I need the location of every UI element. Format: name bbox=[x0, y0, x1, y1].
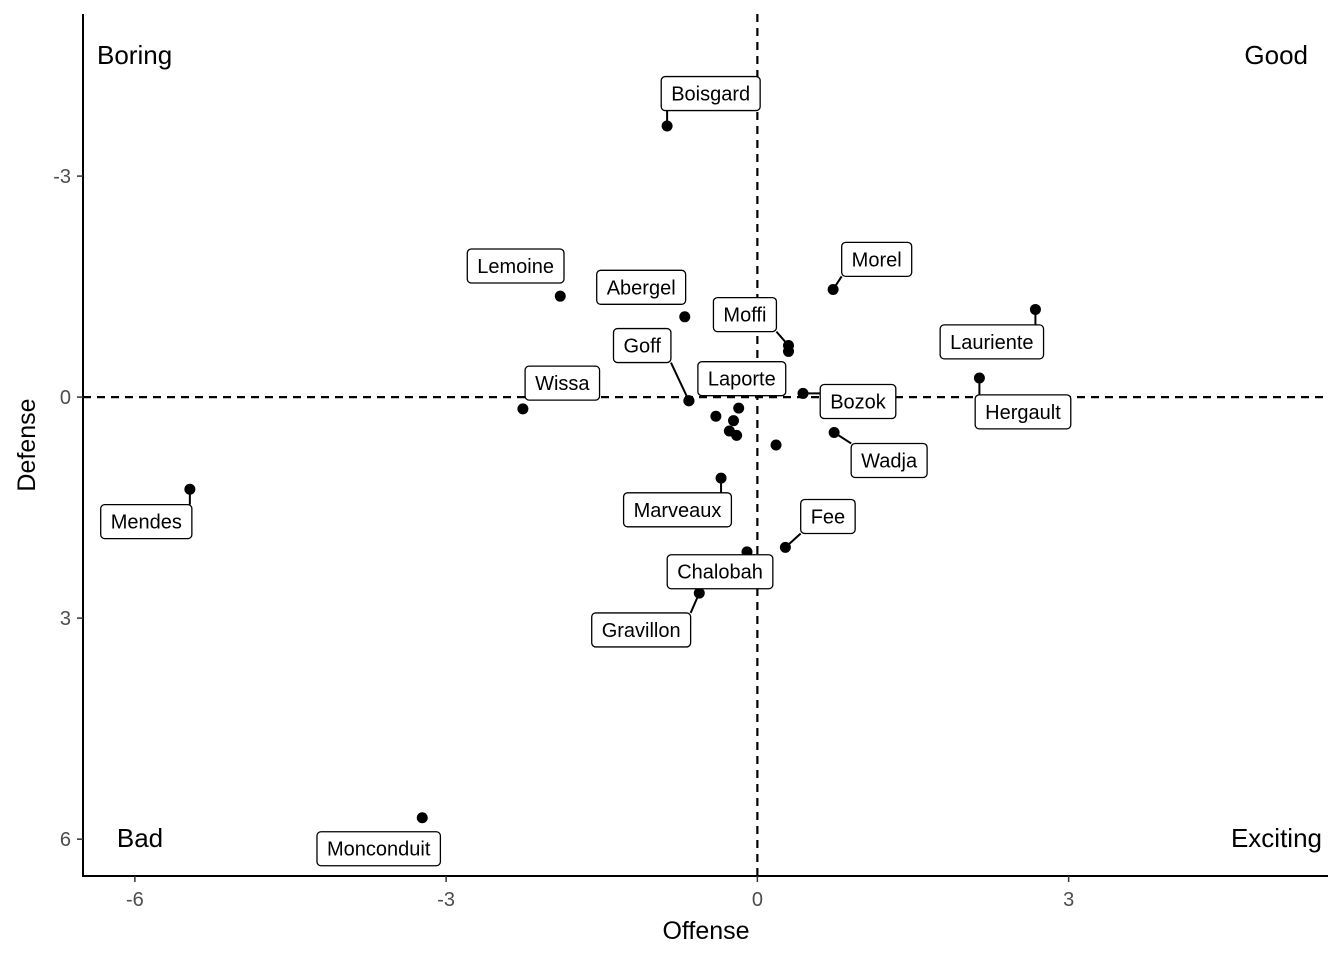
point-label-text: Laporte bbox=[708, 369, 776, 391]
data-point bbox=[693, 587, 705, 599]
x-tick-label: 0 bbox=[752, 889, 763, 911]
data-point bbox=[783, 345, 794, 357]
point-label: Wissa bbox=[524, 365, 601, 401]
point-label-text: Fee bbox=[811, 506, 845, 528]
point-label: Moffi bbox=[712, 296, 778, 333]
point-label-text: Bozok bbox=[830, 392, 887, 414]
point-label-box bbox=[850, 442, 928, 479]
point-label: Goff bbox=[612, 327, 672, 364]
point-label-box bbox=[100, 503, 193, 540]
point-label: Lauriente bbox=[939, 324, 1045, 360]
x-tick-label: 3 bbox=[1063, 889, 1074, 911]
x-tick-label: -3 bbox=[437, 889, 455, 911]
data-point bbox=[797, 387, 809, 399]
point-label-text: Gravillon bbox=[602, 620, 681, 642]
point-label-box bbox=[524, 365, 601, 401]
point-labels: Boisgard Lemoine Abergel Moffi Morel Goff Lapo… bbox=[100, 75, 1072, 867]
point-label-box bbox=[939, 324, 1045, 360]
point-label-text: Mendes bbox=[111, 512, 182, 534]
corner-label-top-right: Good bbox=[1244, 40, 1308, 70]
point-label-box bbox=[622, 492, 733, 528]
data-point bbox=[770, 439, 782, 451]
data-point bbox=[728, 415, 740, 427]
data-point bbox=[661, 120, 673, 132]
point-label: Gravillon bbox=[591, 612, 692, 648]
point-label: Morel bbox=[841, 241, 913, 277]
point-label-box bbox=[697, 361, 787, 397]
data-point bbox=[554, 290, 566, 302]
point-label: Bozok bbox=[819, 383, 897, 420]
point-label-text: Boisgard bbox=[671, 84, 750, 106]
point-label-box bbox=[591, 612, 692, 648]
point-label-text: Moffi bbox=[723, 305, 766, 327]
data-point bbox=[779, 541, 791, 553]
x-axis-title: Offense bbox=[662, 917, 749, 945]
point-label-box bbox=[596, 269, 687, 305]
point-label: Monconduit bbox=[316, 831, 442, 867]
point-label: Marveaux bbox=[622, 492, 733, 528]
point-label-box bbox=[974, 394, 1072, 430]
point-label: Fee bbox=[800, 498, 856, 535]
point-label-text: Wadja bbox=[861, 450, 918, 472]
point-label-text: Lemoine bbox=[477, 256, 554, 278]
axes: -6 -3 0 3 -3 0 3 6 bbox=[53, 14, 1328, 911]
data-point bbox=[683, 395, 695, 407]
data-point bbox=[1029, 303, 1041, 315]
x-tick-label: -6 bbox=[126, 889, 144, 911]
data-point bbox=[733, 402, 745, 414]
y-axis-title: Defense bbox=[13, 398, 41, 491]
corner-label-top-left: Boring bbox=[97, 40, 172, 70]
point-label-box bbox=[316, 831, 442, 867]
y-tick-label: 0 bbox=[60, 387, 71, 409]
point-label-text: Abergel bbox=[607, 277, 676, 299]
reference-lines bbox=[83, 14, 1328, 876]
point-label-text: Goff bbox=[623, 336, 661, 358]
point-label-box bbox=[712, 296, 778, 333]
y-tick-label: 6 bbox=[60, 829, 71, 851]
data-point bbox=[715, 472, 727, 484]
corner-label-bottom-left: Bad bbox=[117, 823, 163, 853]
data-point bbox=[973, 372, 985, 384]
data-point bbox=[731, 429, 743, 441]
point-label-text: Hergault bbox=[985, 402, 1061, 424]
data-point bbox=[184, 483, 196, 495]
point-label-text: Monconduit bbox=[327, 839, 431, 861]
point-label: Laporte bbox=[697, 361, 787, 397]
point-label: Mendes bbox=[100, 503, 193, 540]
point-label: Lemoine bbox=[466, 248, 565, 284]
point-label: Boisgard bbox=[660, 75, 761, 112]
point-label-box bbox=[666, 554, 774, 590]
point-label-text: Wissa bbox=[535, 373, 590, 395]
point-label-text: Marveaux bbox=[634, 500, 722, 522]
point-label-box bbox=[841, 241, 913, 277]
corner-label-bottom-right: Exciting bbox=[1231, 823, 1322, 853]
data-point bbox=[679, 311, 691, 323]
point-label: Chalobah bbox=[666, 554, 774, 590]
data-point bbox=[710, 410, 722, 422]
data-point bbox=[828, 426, 840, 438]
point-label-box bbox=[612, 327, 672, 364]
point-label-text: Chalobah bbox=[677, 562, 763, 584]
point-label-box bbox=[660, 75, 761, 112]
y-tick-label: -3 bbox=[53, 166, 71, 188]
label-connectors bbox=[188, 110, 1037, 614]
data-point bbox=[416, 812, 428, 824]
point-label: Hergault bbox=[974, 394, 1072, 430]
point-label-box bbox=[800, 498, 856, 535]
point-label-box bbox=[819, 383, 897, 420]
point-label-text: Morel bbox=[852, 249, 902, 271]
data-point bbox=[517, 403, 529, 415]
point-label-text: Lauriente bbox=[950, 332, 1033, 354]
point-label-box bbox=[466, 248, 565, 284]
data-point bbox=[827, 284, 839, 296]
point-label: Wadja bbox=[850, 442, 928, 479]
label-connector bbox=[670, 362, 690, 402]
y-tick-label: 3 bbox=[60, 608, 71, 630]
point-label: Abergel bbox=[596, 269, 687, 305]
